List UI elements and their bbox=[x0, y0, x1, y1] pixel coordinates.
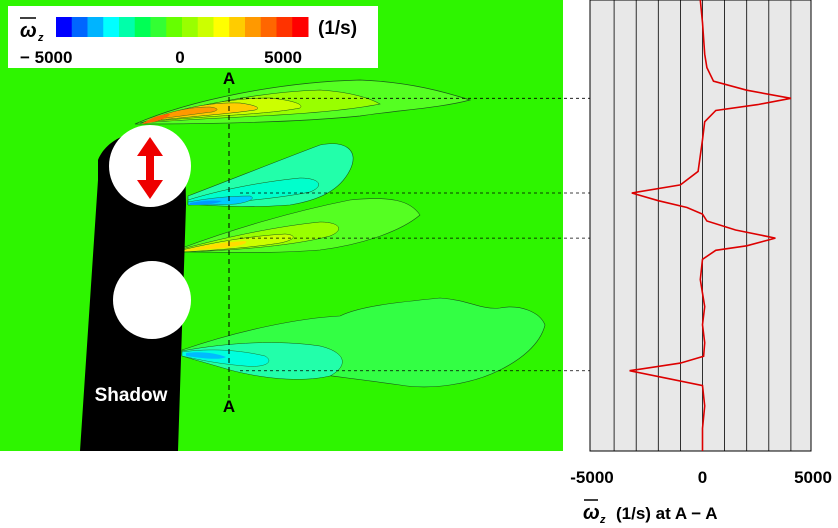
x-tick-labels: -5000 0 5000 bbox=[570, 468, 832, 487]
oscillation-arrow-icon bbox=[137, 137, 163, 199]
wake-4 bbox=[181, 297, 546, 388]
x-axis-label: ω z (1/s) at A − A bbox=[583, 499, 718, 526]
colorbar-cell bbox=[213, 17, 230, 37]
colorbar-cell bbox=[245, 17, 262, 37]
x-axis-label-text: (1/s) at A − A bbox=[616, 504, 718, 523]
plot-frame bbox=[589, 0, 812, 452]
colorbar-cell bbox=[56, 17, 73, 37]
colorbar-tick-max: 5000 bbox=[264, 48, 302, 67]
section-label-bottom: A bbox=[223, 397, 235, 416]
section-label-top: A bbox=[223, 69, 235, 88]
colorbar-cell bbox=[182, 17, 199, 37]
x-tick-label: 5000 bbox=[794, 468, 832, 487]
gridlines bbox=[613, 0, 792, 451]
colorbar-symbol: ω bbox=[20, 20, 37, 42]
colorbar-cell bbox=[276, 17, 293, 37]
colorbar-tick-min: − 5000 bbox=[20, 48, 72, 67]
colorbar-cell bbox=[87, 17, 104, 37]
profile-series-line bbox=[629, 0, 792, 451]
colorbar-cell bbox=[150, 17, 167, 37]
cylinder-bottom bbox=[113, 261, 191, 339]
colorbar-subscript: z bbox=[37, 32, 44, 44]
colorbar-cell bbox=[229, 17, 246, 37]
colorbar-cell bbox=[71, 17, 88, 37]
plot-background bbox=[590, 0, 811, 451]
colorbar-cell bbox=[197, 17, 214, 37]
colorbar-cell bbox=[292, 17, 309, 37]
colorbar-cell bbox=[166, 17, 183, 37]
x-tick-label: 0 bbox=[698, 468, 707, 487]
colorbar-cell bbox=[119, 17, 136, 37]
cylinder-shadow: Shadow bbox=[80, 125, 191, 452]
colorbar-cell bbox=[103, 17, 120, 37]
colorbar-tick-zero: 0 bbox=[175, 48, 184, 67]
profile-plot: -5000 0 5000 ω z (1/s) at A − A bbox=[570, 0, 832, 526]
x-axis-subscript: z bbox=[599, 514, 606, 526]
shadow-label: Shadow bbox=[95, 385, 168, 406]
colorbar-cell bbox=[260, 17, 277, 37]
contour-field: Shadow A A ω z (1/s) − 5000 0 5000 bbox=[0, 0, 563, 452]
x-tick-label: -5000 bbox=[570, 468, 613, 487]
colorbar-cells bbox=[56, 17, 309, 37]
x-axis-symbol: ω bbox=[583, 502, 600, 524]
colorbar-cell bbox=[134, 17, 151, 37]
colorbar-unit: (1/s) bbox=[318, 18, 357, 39]
colorbar: ω z (1/s) − 5000 0 5000 bbox=[8, 6, 378, 68]
